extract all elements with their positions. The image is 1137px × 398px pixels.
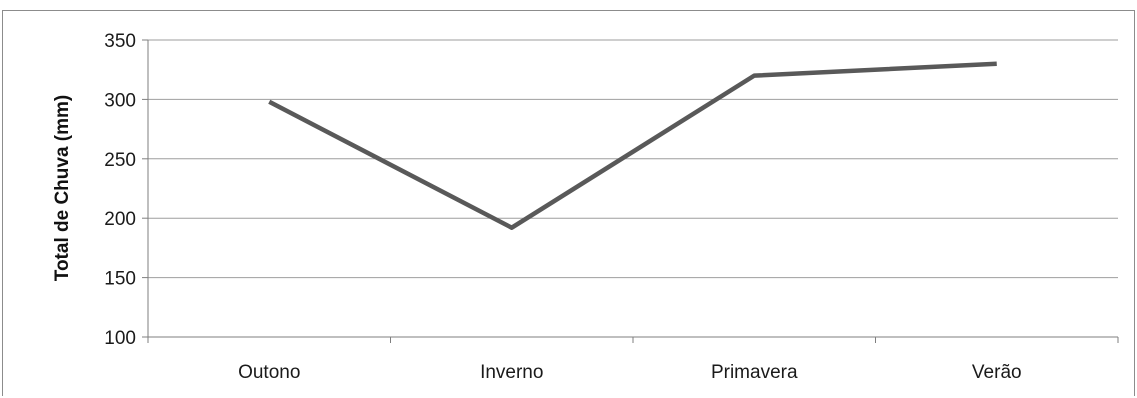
x-tick-label: Verão — [972, 362, 1022, 383]
y-tick-label: 200 — [104, 209, 136, 230]
y-axis-label: Total de Chuva (mm) — [52, 95, 73, 282]
axes — [142, 39, 1119, 343]
series-group — [268, 61, 997, 230]
y-tick-label: 350 — [104, 31, 136, 52]
y-tick-labels: 100 150 200 250 300 350 — [104, 31, 136, 349]
y-tick-label: 250 — [104, 150, 136, 171]
x-tick-label: Inverno — [480, 362, 543, 383]
x-tick-labels: Outono Inverno Primavera Verão — [238, 362, 1021, 383]
y-tick-label: 100 — [104, 328, 136, 349]
y-tick-label: 300 — [104, 90, 136, 111]
gridlines — [148, 39, 1118, 279]
series-line-0 — [268, 61, 997, 230]
chart-frame — [2, 10, 1135, 396]
x-tick-label: Outono — [238, 362, 300, 383]
y-tick-label: 150 — [104, 269, 136, 290]
x-tick-label: Primavera — [711, 362, 798, 383]
